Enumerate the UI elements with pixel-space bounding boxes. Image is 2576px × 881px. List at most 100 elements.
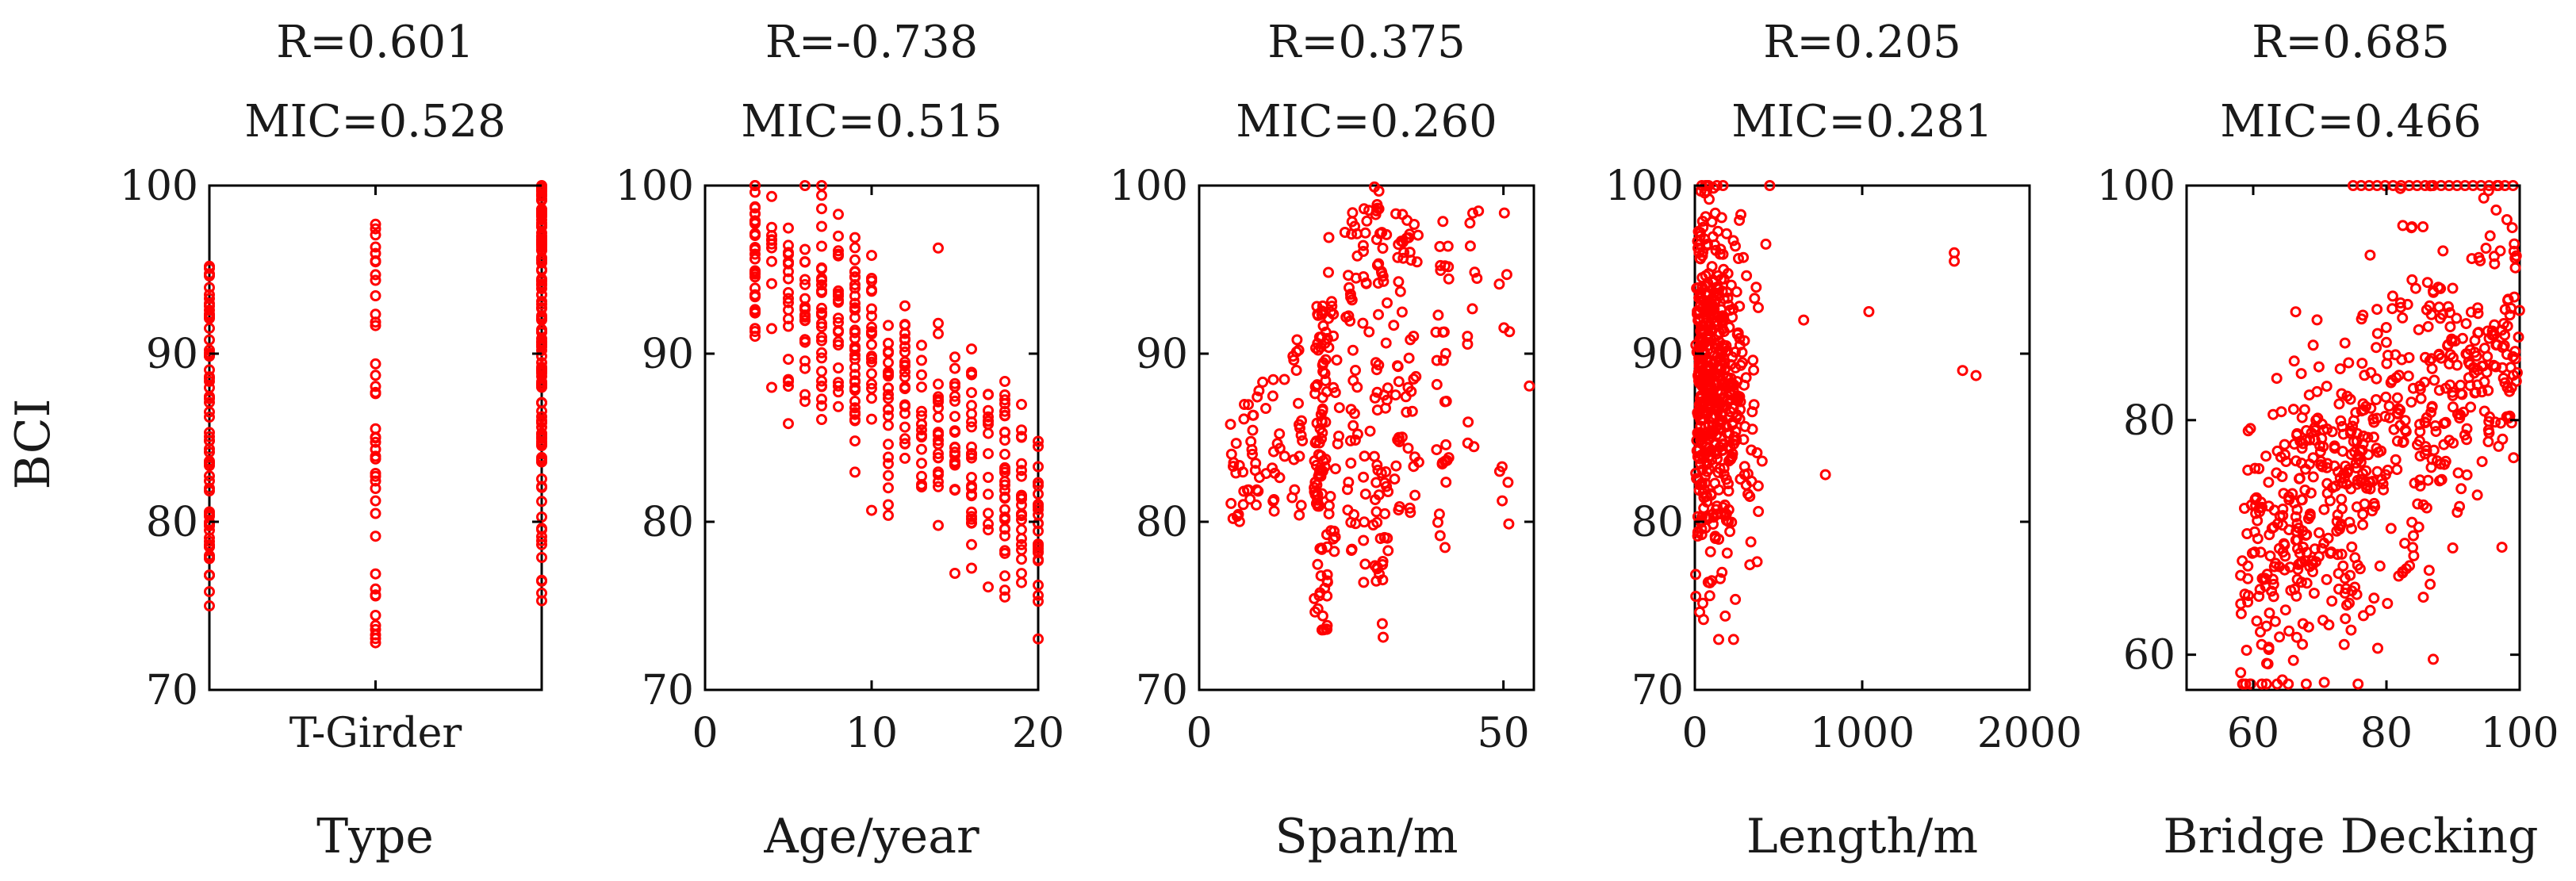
age-point bbox=[866, 310, 877, 322]
type-point bbox=[370, 432, 381, 444]
span-point bbox=[1358, 203, 1370, 215]
span-point bbox=[1371, 561, 1383, 573]
length-point bbox=[1712, 453, 1723, 465]
span-point bbox=[1293, 397, 1304, 409]
age-point bbox=[816, 203, 827, 215]
decking-point bbox=[2253, 591, 2265, 602]
age-point bbox=[883, 509, 894, 521]
decking-point bbox=[2317, 424, 2329, 436]
age-point bbox=[866, 321, 877, 333]
decking-point bbox=[2414, 474, 2426, 486]
length-point bbox=[1749, 293, 1761, 305]
type-point bbox=[370, 290, 381, 301]
span-point bbox=[1237, 499, 1249, 511]
decking-point bbox=[2269, 615, 2281, 627]
span-point bbox=[1467, 207, 1478, 219]
span-point bbox=[1439, 347, 1451, 359]
decking-point bbox=[2421, 277, 2433, 289]
decking-point bbox=[2242, 425, 2254, 437]
length-point bbox=[1709, 338, 1720, 350]
length-point bbox=[1738, 335, 1750, 347]
type-point bbox=[370, 223, 381, 235]
decking-point bbox=[2444, 379, 2456, 391]
age-point bbox=[949, 458, 960, 470]
decking-point bbox=[2271, 373, 2283, 385]
span-point bbox=[1329, 463, 1341, 475]
span-point bbox=[1374, 569, 1386, 580]
span-point bbox=[1389, 473, 1401, 485]
decking-point bbox=[2476, 456, 2488, 468]
type-point bbox=[204, 412, 215, 423]
length-point bbox=[1692, 315, 1704, 326]
age-point bbox=[916, 458, 927, 469]
age-point bbox=[983, 508, 994, 519]
age-point bbox=[1016, 458, 1027, 469]
span-point bbox=[1401, 214, 1413, 226]
decking-point bbox=[2335, 415, 2347, 427]
age-point bbox=[799, 274, 811, 285]
age-point bbox=[966, 421, 977, 433]
age-point bbox=[849, 415, 861, 427]
age-point bbox=[983, 427, 994, 439]
decking-point bbox=[2321, 573, 2333, 585]
age-point bbox=[933, 481, 944, 492]
decking-point bbox=[2504, 309, 2516, 321]
length-point bbox=[1707, 393, 1719, 405]
age-point bbox=[849, 232, 861, 243]
decking-point bbox=[2336, 388, 2348, 400]
decking-point bbox=[2253, 463, 2265, 474]
type-point bbox=[370, 381, 381, 393]
age-point bbox=[933, 448, 944, 460]
span-point bbox=[1363, 326, 1375, 338]
decking-point bbox=[2307, 471, 2319, 483]
span-y-tick-label: 90 bbox=[1136, 331, 1188, 378]
length-point bbox=[1715, 573, 1726, 584]
span-point bbox=[1295, 500, 1307, 511]
decking-point bbox=[2452, 467, 2464, 479]
decking-point bbox=[2267, 573, 2279, 585]
decking-point bbox=[2346, 585, 2358, 597]
length-point bbox=[1734, 214, 1746, 226]
age-point bbox=[883, 458, 894, 469]
decking-point bbox=[2437, 245, 2449, 257]
age-point bbox=[816, 375, 827, 387]
panel-type-ticks: 70 80 90 100 T-Girder bbox=[120, 163, 542, 757]
decking-point bbox=[2454, 500, 2466, 512]
span-point bbox=[1243, 399, 1254, 411]
span-point bbox=[1238, 413, 1250, 425]
span-point bbox=[1267, 373, 1279, 385]
span-point bbox=[1324, 491, 1336, 502]
decking-point bbox=[2359, 370, 2371, 381]
age-point bbox=[766, 381, 777, 393]
decking-point bbox=[2451, 507, 2463, 518]
panel-decking-title-mic: MIC=0.466 bbox=[2220, 96, 2482, 147]
decking-point bbox=[2299, 485, 2311, 496]
age-point bbox=[933, 466, 944, 478]
type-point bbox=[204, 508, 215, 520]
span-point bbox=[1294, 422, 1305, 434]
decking-y-tick-label: 80 bbox=[2123, 397, 2175, 445]
decking-point bbox=[2280, 456, 2292, 467]
span-point bbox=[1349, 435, 1361, 446]
decking-point bbox=[2413, 324, 2425, 335]
age-point bbox=[1016, 553, 1027, 565]
span-point bbox=[1344, 282, 1355, 293]
span-point bbox=[1320, 375, 1332, 387]
age-point bbox=[883, 482, 894, 494]
age-point bbox=[816, 240, 827, 252]
decking-point bbox=[2349, 552, 2361, 564]
span-point bbox=[1271, 438, 1283, 450]
length-point bbox=[1718, 469, 1730, 481]
decking-point bbox=[2483, 332, 2495, 344]
decking-point bbox=[2472, 308, 2484, 320]
age-point bbox=[783, 373, 794, 385]
span-point bbox=[1260, 403, 1271, 414]
span-point bbox=[1313, 468, 1325, 480]
age-point bbox=[899, 438, 910, 450]
length-point bbox=[1727, 351, 1738, 363]
length-point bbox=[1746, 444, 1758, 456]
decking-point bbox=[2444, 307, 2455, 319]
decking-point bbox=[2380, 336, 2392, 348]
decking-point bbox=[2402, 370, 2414, 382]
span-point bbox=[1294, 450, 1305, 462]
